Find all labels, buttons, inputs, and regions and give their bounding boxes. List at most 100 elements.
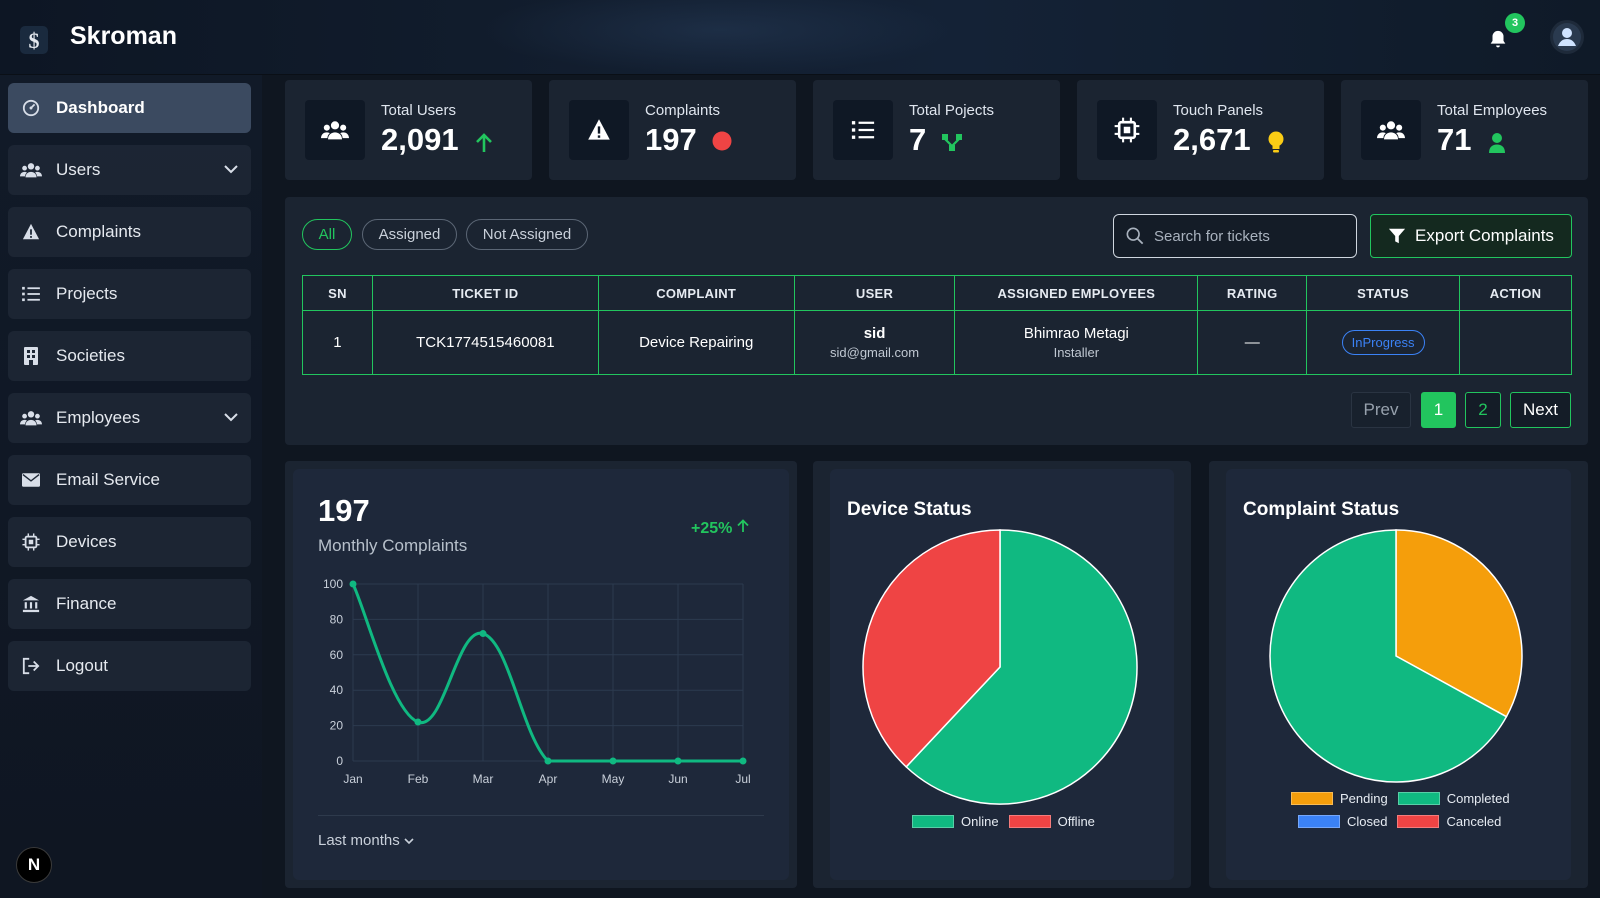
chevron-down-icon	[404, 838, 414, 845]
ticket-search-box	[1113, 214, 1357, 258]
table-row[interactable]: 1 TCK1774515460081 Device Repairing sid …	[302, 310, 1572, 375]
y-tick-label: 60	[330, 648, 344, 662]
device-status-card: Device Status Online Offline	[830, 469, 1174, 880]
user-avatar-button[interactable]	[1550, 20, 1584, 54]
user-email: sid@gmail.com	[830, 345, 920, 360]
data-point	[414, 718, 422, 726]
status-badge[interactable]: InProgress	[1341, 330, 1425, 355]
users-icon	[305, 100, 365, 160]
sidebar-item-label: Dashboard	[56, 98, 145, 117]
sidebar-item-users[interactable]: Users	[8, 145, 251, 195]
sidebar-item-label: Logout	[56, 656, 108, 675]
stat-label: Touch Panels	[1173, 102, 1264, 119]
last-months-dropdown[interactable]: Last months	[318, 832, 414, 849]
sidebar-item-label: Societies	[56, 346, 125, 365]
pagination-next-button[interactable]: Next	[1510, 392, 1571, 428]
column-header: ACTION	[1459, 275, 1572, 311]
x-tick-label: Apr	[539, 772, 558, 786]
filter-all[interactable]: All	[302, 219, 352, 250]
x-tick-label: Feb	[408, 772, 429, 786]
device-status-title: Device Status	[847, 499, 972, 520]
sidebar-item-label: Devices	[56, 532, 117, 551]
cell-action[interactable]	[1459, 310, 1572, 375]
stat-card-complaints: Complaints 197	[549, 80, 796, 180]
chip-icon	[1097, 100, 1157, 160]
footer-badge[interactable]: N	[16, 847, 52, 883]
cell-status: InProgress	[1306, 310, 1461, 375]
legend-label: Pending	[1340, 791, 1388, 806]
sidebar-item-societies[interactable]: Societies	[8, 331, 251, 381]
users-icon	[20, 407, 42, 429]
device-status-panel: Device Status Online Offline	[813, 461, 1191, 888]
pie-slice-online	[905, 529, 1138, 805]
cell-complaint: Device Repairing	[597, 310, 795, 375]
sidebar-item-label: Finance	[56, 594, 117, 613]
sidebar-item-label: Users	[56, 160, 101, 179]
data-point	[479, 630, 487, 638]
sidebar-item-dashboard[interactable]: Dashboard	[8, 83, 251, 133]
stat-value: 2,671	[1173, 122, 1251, 157]
search-icon	[1126, 227, 1144, 245]
pagination-page-2[interactable]: 2	[1465, 392, 1501, 428]
cell-user: sid sid@gmail.com	[793, 310, 956, 375]
data-point	[609, 757, 617, 765]
column-header: STATUS	[1306, 275, 1461, 311]
device-legend: Online Offline	[912, 814, 1095, 829]
notification-count-badge: 3	[1505, 13, 1525, 33]
legend-swatch-offline	[1008, 815, 1051, 828]
pie-slice-pending	[1395, 529, 1523, 718]
cell-sn: 1	[302, 310, 373, 375]
sidebar-item-devices[interactable]: Devices	[8, 517, 251, 567]
users-icon	[20, 159, 42, 181]
legend-swatch-pending	[1291, 792, 1333, 805]
pagination-prev-button[interactable]: Prev	[1351, 392, 1411, 428]
person-icon	[1488, 132, 1506, 159]
data-point	[544, 757, 552, 765]
sidebar-item-email-service[interactable]: Email Service	[8, 455, 251, 505]
cell-ticket-id: TCK1774515460081	[371, 310, 599, 375]
sidebar-item-employees[interactable]: Employees	[8, 393, 251, 443]
data-point	[349, 580, 357, 588]
x-tick-label: Jul	[735, 772, 750, 786]
column-header: COMPLAINT	[597, 275, 795, 311]
export-complaints-button[interactable]: Export Complaints	[1370, 214, 1572, 258]
y-tick-label: 20	[330, 719, 344, 733]
x-tick-label: May	[602, 772, 625, 786]
x-tick-label: Mar	[473, 772, 494, 786]
legend-label: Offline	[1057, 814, 1095, 829]
chip-icon	[20, 531, 42, 553]
column-header: ASSIGNED EMPLOYEES	[954, 275, 1199, 311]
device-status-pie-chart	[862, 529, 1138, 805]
sidebar-item-complaints[interactable]: Complaints	[8, 207, 251, 257]
top-bar: $ Skroman 3	[0, 0, 1600, 75]
monthly-total: 197	[318, 493, 370, 528]
filter-assigned[interactable]: Assigned	[362, 219, 457, 250]
sidebar-item-label: Employees	[56, 408, 141, 427]
list-icon	[20, 283, 42, 305]
last-months-label: Last months	[318, 832, 400, 849]
column-header: RATING	[1197, 275, 1308, 311]
pagination-page-1[interactable]: 1	[1421, 392, 1456, 428]
bulb-icon	[1267, 130, 1285, 159]
column-header: USER	[793, 275, 956, 311]
stat-label: Total Pojects	[909, 102, 995, 119]
warning-icon	[569, 100, 629, 160]
sidebar-item-finance[interactable]: Finance	[8, 579, 251, 629]
stat-value: 197	[645, 122, 697, 157]
notifications-button[interactable]	[1480, 22, 1516, 58]
growth-value: +25%	[691, 520, 733, 537]
cell-rating: —	[1197, 310, 1308, 375]
filter-not-assigned[interactable]: Not Assigned	[466, 219, 588, 250]
dashboard-icon	[20, 97, 42, 119]
building-icon	[20, 345, 42, 367]
sidebar-item-label: Projects	[56, 284, 118, 303]
stat-value: 2,091	[381, 122, 459, 157]
sidebar-item-logout[interactable]: Logout	[8, 641, 251, 691]
stat-label: Total Employees	[1437, 102, 1548, 119]
stat-card-total-employees: Total Employees 71	[1341, 80, 1588, 180]
arrow-up-icon	[475, 132, 493, 159]
sidebar-item-projects[interactable]: Projects	[8, 269, 251, 319]
legend-label: Completed	[1446, 791, 1510, 806]
ticket-search-input[interactable]	[1154, 227, 1344, 245]
complaint-legend-row-1: Pending Completed	[1291, 791, 1510, 806]
